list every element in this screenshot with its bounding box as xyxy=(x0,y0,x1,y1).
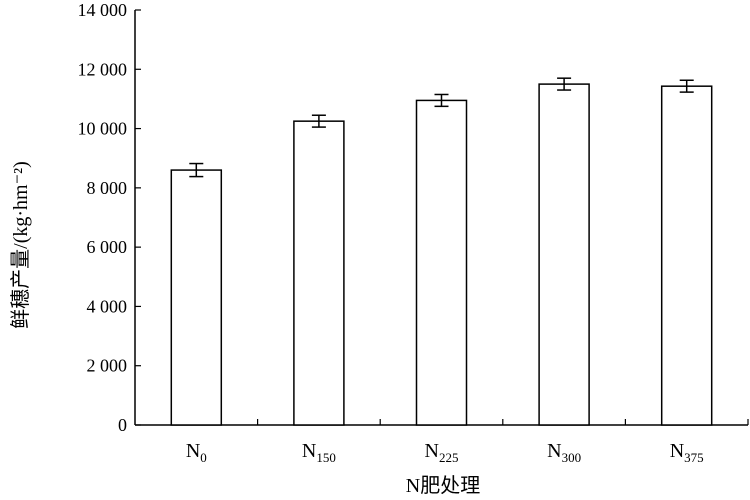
y-tick-label: 2 000 xyxy=(87,356,128,376)
x-tick-label: N225 xyxy=(425,440,459,465)
y-axis-label: 鲜穗产量/(kg·hm⁻²) xyxy=(9,161,32,329)
bar xyxy=(293,120,345,426)
y-tick-label: 0 xyxy=(118,415,127,435)
x-axis-ticks: N0 N150 N225 N300 N375 xyxy=(186,419,749,465)
y-tick-label: 6 000 xyxy=(87,237,128,257)
y-tick-label: 4 000 xyxy=(87,296,128,316)
y-tick-label: 10 000 xyxy=(78,119,128,139)
y-tick-label: 8 000 xyxy=(87,178,128,198)
bars xyxy=(170,77,713,426)
y-tick-label: 14 000 xyxy=(78,0,128,20)
x-axis-label: N肥处理 xyxy=(406,474,480,497)
bar xyxy=(538,83,590,426)
bar xyxy=(170,169,223,426)
x-tick-label: N0 xyxy=(186,440,207,465)
y-axis-ticks: 0 2 000 4 000 6 000 8 000 10 000 12 000 14 000 xyxy=(78,0,141,435)
y-tick-label: 12 000 xyxy=(78,59,128,79)
x-tick-label: N150 xyxy=(302,440,336,465)
bar xyxy=(415,99,468,426)
x-tick-label: N300 xyxy=(547,440,581,465)
x-tick-label: N375 xyxy=(670,440,704,465)
bar xyxy=(660,85,713,426)
